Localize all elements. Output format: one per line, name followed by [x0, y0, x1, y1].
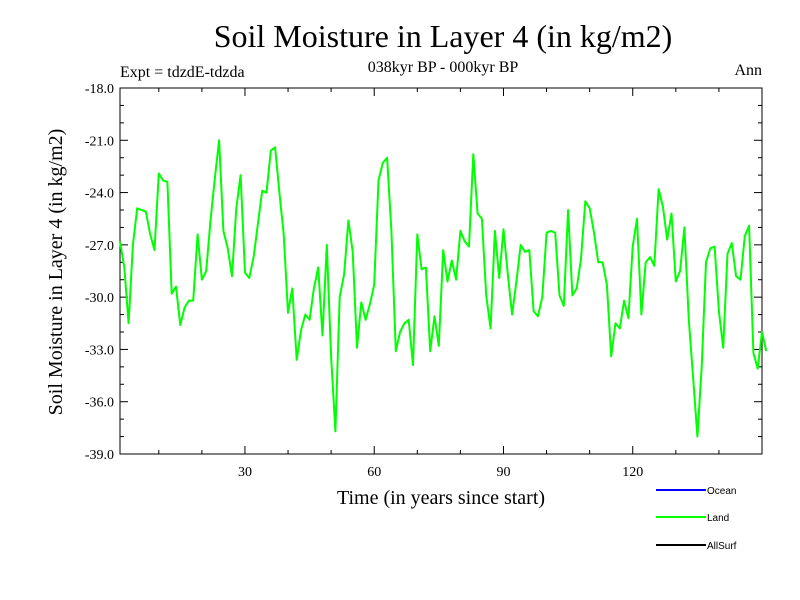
x-tick-label: 30 — [238, 465, 252, 480]
minor-ticks — [120, 88, 762, 454]
y-tick-label: -24.0 — [85, 187, 114, 202]
x-tick-label: 90 — [496, 465, 510, 480]
y-tick-label: -30.0 — [85, 291, 114, 306]
x-axis-label: Time (in years since start) — [337, 487, 545, 509]
y-tick-label: -36.0 — [85, 396, 114, 411]
chart-title: Soil Moisture in Layer 4 (in kg/m2) — [214, 18, 673, 54]
legend: Ocean Land AllSurf — [656, 486, 737, 552]
y-tick-label: -39.0 — [85, 448, 114, 463]
legend-label-ocean: Ocean — [707, 486, 736, 497]
series-line-land — [119, 139, 768, 438]
experiment-label: Expt = tdzdE-tdzda — [120, 64, 245, 81]
plot-frame — [119, 87, 763, 455]
y-tick-label: -27.0 — [85, 239, 114, 254]
y-tick-label: -21.0 — [85, 134, 114, 149]
chart-subtitle: 038kyr BP - 000kyr BP — [368, 59, 519, 76]
x-axis-ticks: 30 60 90 120 — [238, 88, 643, 480]
legend-label-allsurf: AllSurf — [707, 541, 737, 552]
x-tick-label: 120 — [622, 465, 643, 480]
y-tick-label: -33.0 — [85, 343, 114, 358]
legend-label-land: Land — [707, 513, 729, 524]
y-axis-label: Soil Moisture in Layer 4 (in kg/m2) — [45, 129, 67, 416]
x-tick-label: 60 — [367, 465, 381, 480]
y-tick-label: -18.0 — [85, 82, 114, 97]
y-axis-ticks: -18.0 -21.0 -24.0 -27.0 -30.0 -33.0 -36.0 -39.0 — [85, 82, 762, 463]
season-label: Ann — [734, 62, 762, 79]
